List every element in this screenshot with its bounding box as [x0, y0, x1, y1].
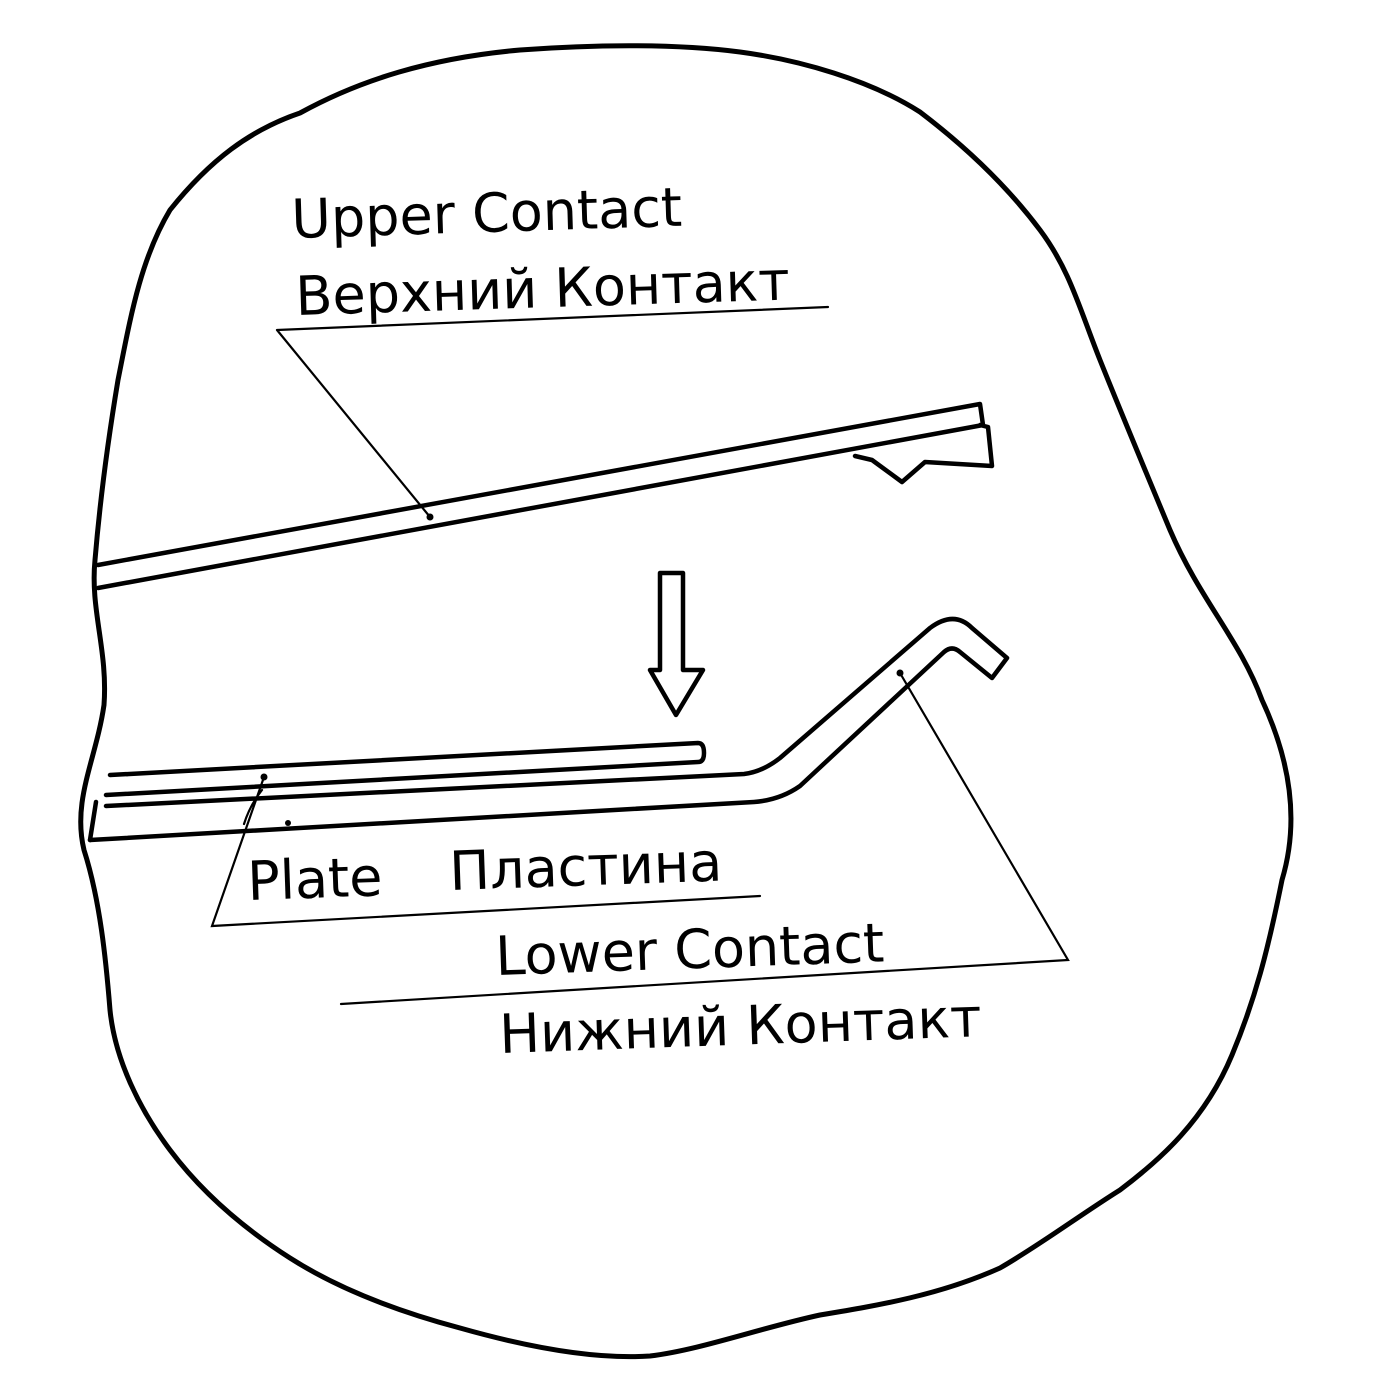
lower-contact-label-ru: Нижний Контакт [498, 986, 982, 1066]
plate-label-en: Plate [246, 845, 383, 913]
plate-label-ru: Пластина [448, 831, 723, 903]
upper-contact [95, 401, 995, 591]
lower-contact-pointer-dot [896, 669, 904, 677]
upper-contact-pointer-dot [426, 513, 434, 521]
lower-contact-label-en: Lower Contact [494, 911, 885, 988]
plate-leader [210, 775, 762, 928]
plate-secondary-dot [285, 820, 291, 826]
upper-contact-leader [275, 305, 830, 519]
lower-contact-left-edge [87, 799, 99, 843]
upper-contact-label-ru: Верхний Контакт [294, 249, 790, 328]
lower-contact [87, 616, 1010, 843]
plate [103, 740, 707, 798]
lower-contact-leader [339, 671, 1070, 1006]
detail-outline [78, 43, 1294, 1360]
arrow-down-icon [647, 570, 706, 718]
plate-pointer-dot [260, 773, 268, 781]
upper-contact-label-en: Upper Contact [290, 176, 683, 251]
